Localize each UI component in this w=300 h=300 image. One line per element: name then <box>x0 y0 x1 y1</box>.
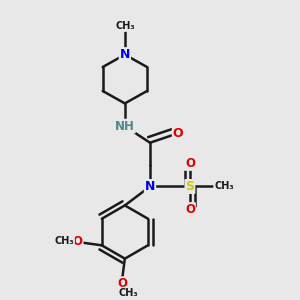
Text: N: N <box>120 48 130 61</box>
Text: O: O <box>185 203 195 216</box>
Text: CH₃: CH₃ <box>55 236 74 247</box>
Text: S: S <box>185 180 194 193</box>
Text: O: O <box>185 157 195 170</box>
Text: CH₃: CH₃ <box>118 288 138 298</box>
Text: N: N <box>145 180 155 193</box>
Text: O: O <box>73 235 82 248</box>
Text: CH₃: CH₃ <box>214 182 234 191</box>
Text: O: O <box>117 277 127 290</box>
Text: CH₃: CH₃ <box>115 21 135 31</box>
Text: NH: NH <box>115 120 135 133</box>
Text: O: O <box>173 127 183 140</box>
